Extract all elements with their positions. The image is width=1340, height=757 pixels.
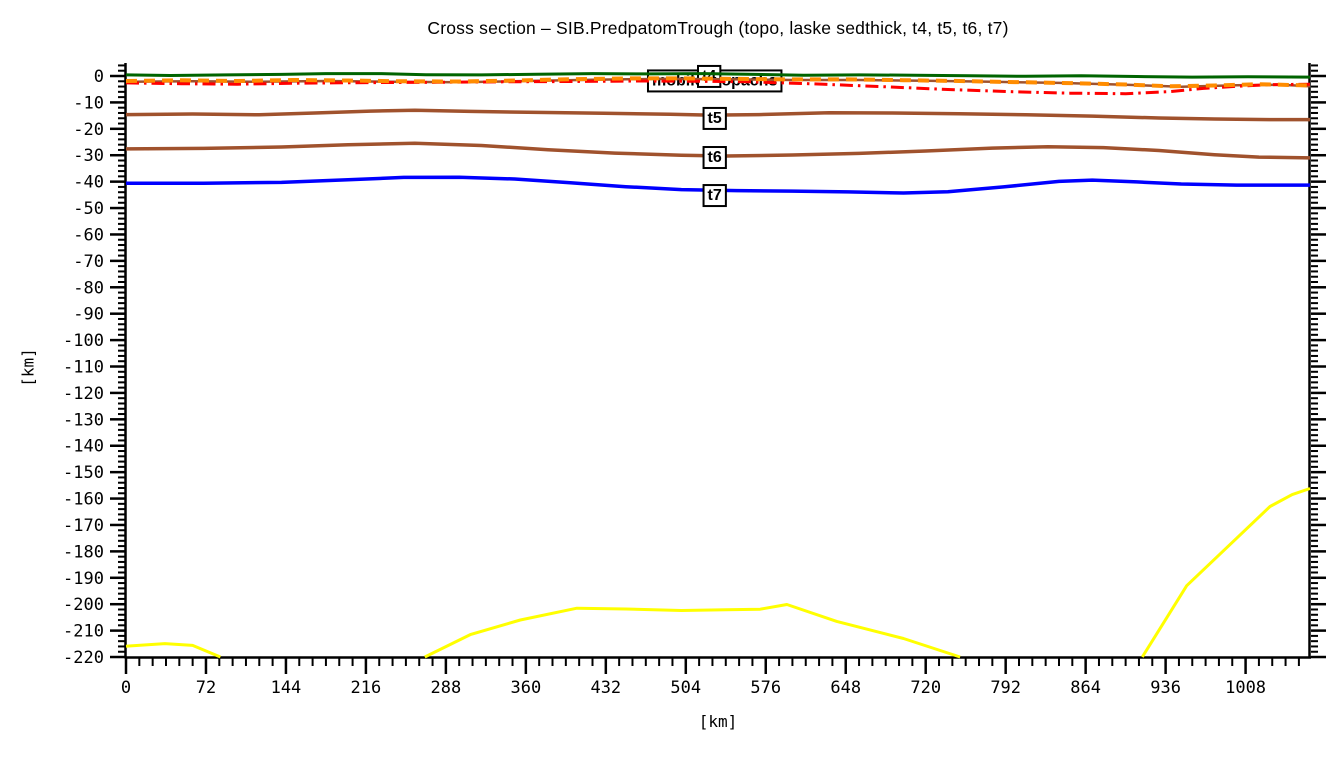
annotation-text: t5 [708, 110, 722, 127]
y-tick-label: -40 [73, 173, 104, 193]
x-tick-label: 360 [510, 678, 541, 698]
y-tick-label: -80 [73, 278, 104, 298]
y-tick-label: -120 [63, 384, 104, 404]
y-tick-label: -150 [63, 463, 104, 483]
annotation-t7: t7 [702, 184, 727, 208]
y-tick-label: -190 [63, 569, 104, 589]
annotation-box [702, 146, 727, 170]
x-axis-label: [km] [698, 712, 738, 731]
x-axis-ticks [124, 658, 1300, 674]
y-tick-label: -100 [63, 331, 104, 351]
annotation-t5: t5 [702, 106, 727, 130]
series-yellow-curve [125, 642, 221, 659]
x-tick-label: 864 [1070, 678, 1101, 698]
x-tick-label: 144 [271, 678, 302, 698]
y-tick-label: -110 [63, 358, 104, 378]
series-yellow-curve [424, 603, 961, 659]
annotation-t4: t4 [697, 64, 722, 88]
y-tick-label: -70 [73, 252, 104, 272]
y-tick-label: -200 [63, 595, 104, 615]
y-tick-label: -50 [73, 199, 104, 219]
x-tick-label: 936 [1150, 678, 1181, 698]
y-tick-label: 0 [94, 67, 104, 87]
y-axis-ticks [110, 64, 1326, 659]
x-tick-label: 432 [590, 678, 621, 698]
annotation-t6: t6 [702, 146, 727, 170]
y-tick-label: -20 [73, 120, 104, 140]
y-tick-label: -170 [63, 516, 104, 536]
axes [124, 63, 1311, 659]
series-laske-sedthick [125, 79, 1311, 96]
x-tick-label: 792 [990, 678, 1021, 698]
annotation-text: t7 [708, 187, 722, 204]
annotation-box [702, 184, 727, 208]
y-tick-label: -130 [63, 410, 104, 430]
x-tick-label: 648 [830, 678, 861, 698]
y-tick-label: -220 [63, 648, 104, 668]
series-group [125, 72, 1311, 659]
x-tick-labels: 0 72 144 216 288 360 432 504 576 648 720 792 864 936 1… [121, 678, 1266, 698]
y-tick-label: -90 [73, 305, 104, 325]
series-mobile-isopachs [125, 76, 1311, 89]
x-tick-label: 0 [121, 678, 131, 698]
y-tick-label: -160 [63, 490, 104, 510]
x-tick-label: 720 [910, 678, 941, 698]
annotations-above: t5 t6 t7 [702, 106, 727, 208]
y-axis-label: [km] [18, 348, 38, 387]
x-tick-label: 72 [196, 678, 216, 698]
y-tick-label: -30 [73, 146, 104, 166]
chart-title: Cross section – SIB.PredpatomTrough (top… [427, 18, 1009, 38]
y-tick-labels: 0 -10 -20 -30 -40 -50 -60 -70 -80 -90 -100 -110 -120… [63, 67, 104, 668]
y-tick-label: -210 [63, 622, 104, 642]
x-tick-label: 216 [351, 678, 382, 698]
annotation-box [702, 106, 727, 130]
y-tick-label: -180 [63, 542, 104, 562]
series-t7 [126, 175, 1310, 195]
x-tick-label: 1008 [1225, 678, 1266, 698]
y-tick-label: -140 [63, 437, 104, 457]
y-tick-label: -10 [73, 93, 104, 113]
annotation-text: t6 [708, 149, 722, 166]
x-tick-label: 288 [431, 678, 462, 698]
series-yellow-curve [1141, 487, 1311, 658]
series-topo [125, 72, 1311, 79]
y-tick-label: -60 [73, 225, 104, 245]
series-t6 [125, 141, 1311, 160]
x-tick-label: 504 [670, 678, 701, 698]
x-tick-label: 576 [750, 678, 781, 698]
